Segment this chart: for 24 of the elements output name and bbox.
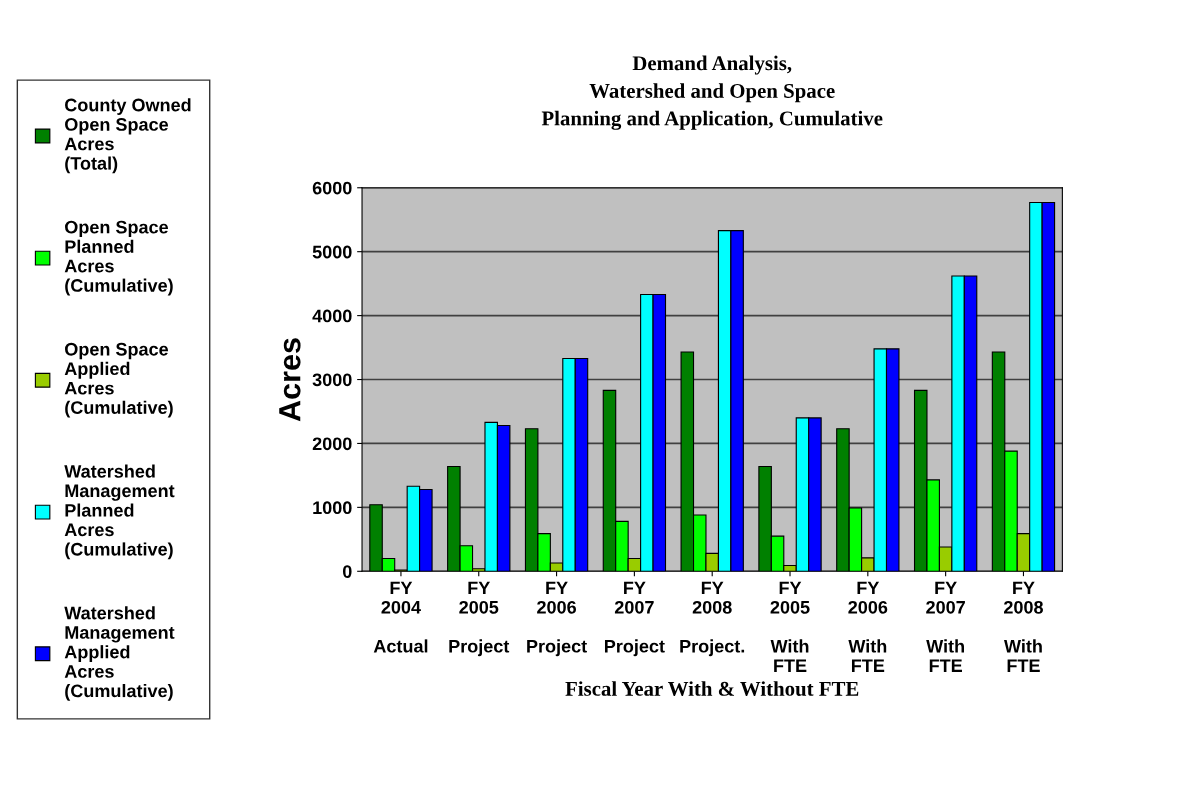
legend-label: Watershed Management Planned Acres (Cumulative) — [64, 464, 175, 560]
category-label: FY 2005 Project — [449, 581, 510, 657]
category-label: FY 2006 With FTE — [848, 581, 888, 672]
x-axis-title: Fiscal Year With & Without FTE — [565, 681, 859, 696]
category-label: FY 2008 Project. — [680, 581, 745, 657]
legend-label: Open Space Applied Acres (Cumulative) — [64, 342, 173, 418]
y-tick-label: 0 — [342, 565, 352, 579]
legend-label: County Owned Open Space Acres (Total) — [64, 98, 191, 174]
y-tick-label: 3000 — [312, 373, 352, 387]
legend-label: Watershed Management Applied Acres (Cumulative) — [64, 606, 175, 701]
y-tick-label: 1000 — [313, 501, 352, 515]
chart-title: Demand Analysis, Watershed and Open Space Planning and Application, Cumulative — [541, 55, 883, 130]
category-label: FY 2007 With FTE — [926, 581, 965, 672]
category-label: FY 2008 With FTE — [1004, 581, 1043, 672]
y-axis-title: Acres — [279, 338, 301, 422]
y-tick-label: 2000 — [312, 437, 352, 451]
legend-label: Open Space Planned Acres (Cumulative) — [64, 220, 173, 296]
category-label: FY 2004 Actual — [373, 581, 428, 653]
y-tick-label: 5000 — [312, 245, 352, 259]
y-tick-label: 4000 — [312, 309, 352, 323]
y-tick-label: 6000 — [312, 181, 352, 195]
category-label: FY 2006 Project — [527, 581, 587, 657]
category-label: FY 2005 With FTE — [770, 581, 810, 672]
category-label: FY 2007 Project — [604, 581, 665, 657]
